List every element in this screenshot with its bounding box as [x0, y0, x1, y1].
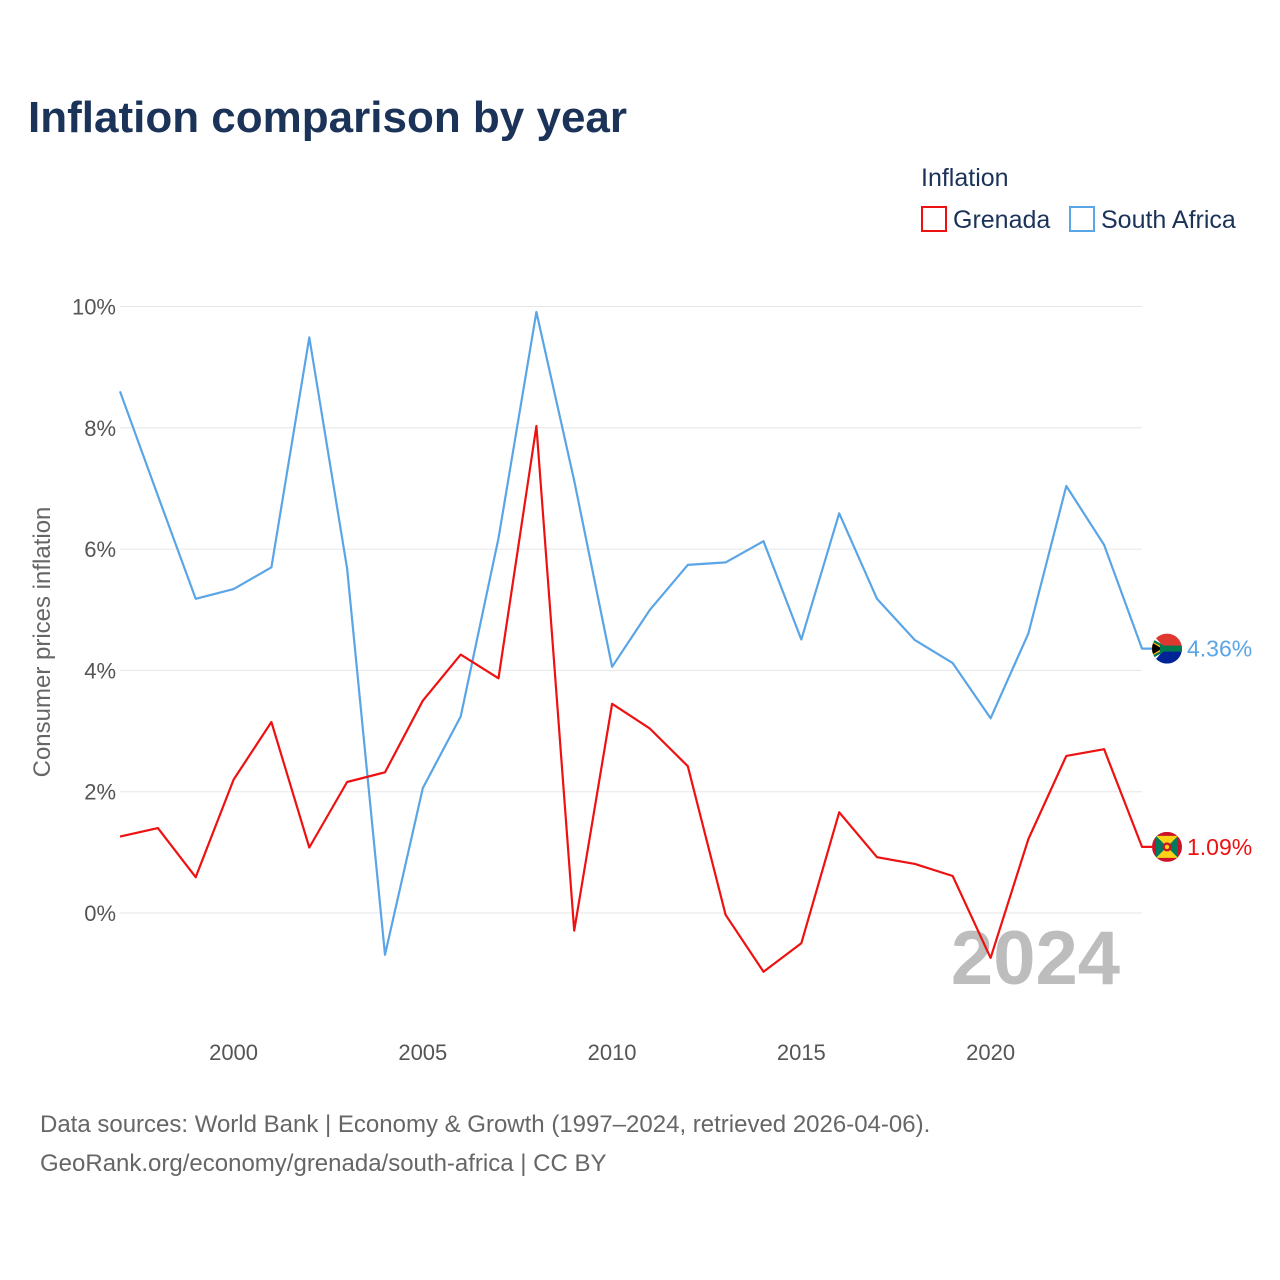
- legend-item-south-africa[interactable]: South Africa: [1069, 206, 1236, 234]
- series-line-grenada[interactable]: [119, 424, 1152, 973]
- grid: [120, 306, 1142, 914]
- legend-label-south-africa: South Africa: [1101, 206, 1236, 234]
- legend: Inflation Grenada South Africa: [921, 164, 1236, 234]
- source-line-1: Data sources: World Bank | Economy & Gro…: [40, 1111, 930, 1138]
- y-tick-label: 4%: [84, 658, 116, 683]
- chart-title: Inflation comparison by year: [28, 93, 627, 142]
- x-tick-label: 2000: [209, 1040, 258, 1065]
- series-line-south-africa[interactable]: [118, 310, 1152, 956]
- end-label-south-africa: 4.36%: [1152, 633, 1252, 664]
- legend-title: Inflation: [921, 164, 1009, 192]
- x-tick-label: 2015: [777, 1040, 826, 1065]
- y-tick-label: 0%: [84, 901, 116, 926]
- y-axis-ticks: 0% 2% 4% 6% 8% 10%: [72, 295, 116, 927]
- x-axis-ticks: 2000 2005 2010 2015 2020: [209, 1040, 1015, 1065]
- legend-swatch-grenada: [921, 206, 947, 232]
- end-value-south-africa: 4.36%: [1187, 636, 1252, 662]
- end-label-grenada: 1.09%: [1152, 831, 1252, 862]
- y-tick-label: 2%: [84, 780, 116, 805]
- legend-swatch-south-africa: [1069, 206, 1095, 232]
- y-tick-label: 8%: [84, 416, 116, 441]
- y-tick-label: 10%: [72, 295, 116, 320]
- source-line-2: GeoRank.org/economy/grenada/south-africa…: [40, 1150, 607, 1177]
- x-tick-label: 2005: [398, 1040, 447, 1065]
- x-tick-label: 2020: [966, 1040, 1015, 1065]
- x-tick-label: 2010: [588, 1040, 637, 1065]
- grenada-flag-icon: [1152, 831, 1182, 862]
- legend-item-grenada[interactable]: Grenada: [921, 206, 1050, 234]
- legend-label-grenada: Grenada: [953, 206, 1050, 234]
- south-africa-flag-icon: [1152, 633, 1182, 664]
- y-axis-title: Consumer prices inflation: [29, 507, 56, 778]
- current-year-watermark: 2024: [951, 916, 1120, 1001]
- end-value-grenada: 1.09%: [1187, 834, 1252, 860]
- series-lines: [118, 310, 1152, 973]
- y-tick-label: 6%: [84, 537, 116, 562]
